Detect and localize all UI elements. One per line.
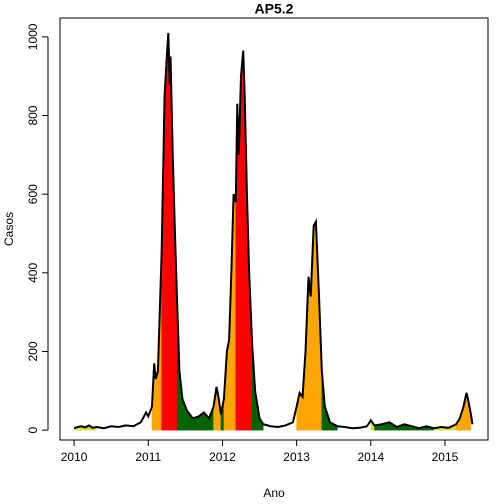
y-tick-label: 0 [26,427,40,434]
y-tick-label: 1000 [26,23,40,50]
y-tick-label: 600 [26,184,40,204]
area-segment [299,392,303,431]
y-tick-label: 800 [26,105,40,125]
area-segment [313,220,317,431]
x-tick-label: 2010 [61,450,88,464]
area-segment [240,50,244,431]
area-segment [308,276,311,431]
area-segment [233,194,237,431]
y-tick-label: 200 [26,341,40,361]
plot-frame [59,17,489,441]
line [73,32,474,430]
chart-title: AP5.2 [255,1,294,17]
x-axis-label: Ano [263,486,285,500]
x-tick-label: 2013 [283,450,310,464]
y-axis-label: Casos [2,212,16,246]
x-tick-label: 2015 [432,450,459,464]
area-segment [155,371,159,431]
x-tick-label: 2011 [135,450,161,464]
x-tick-label: 2012 [209,450,236,464]
x-tick-label: 2014 [357,450,384,464]
y-tick-label: 400 [26,263,40,283]
